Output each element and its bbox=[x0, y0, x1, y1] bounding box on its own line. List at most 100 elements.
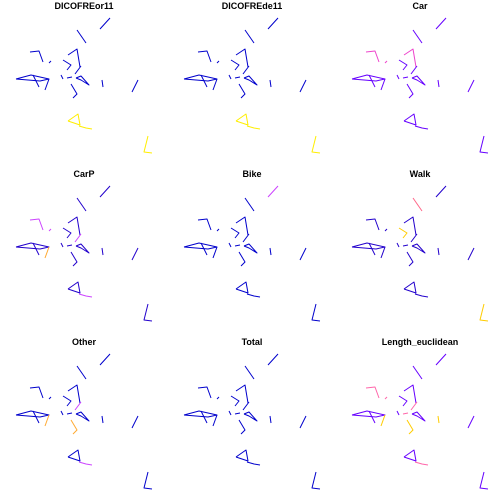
flow-line bbox=[398, 59, 408, 71]
flow-line bbox=[411, 75, 426, 86]
flow-line bbox=[244, 365, 255, 380]
flow-line bbox=[365, 50, 380, 63]
flow-line bbox=[143, 303, 153, 322]
flow-line bbox=[101, 415, 104, 424]
panel-dicofreor11: DICOFREor11 bbox=[15, 1, 153, 154]
flow-line bbox=[412, 197, 423, 212]
panel-length_euclidean: Length_euclidean bbox=[351, 337, 489, 490]
flow-line bbox=[467, 79, 475, 93]
flow-line bbox=[228, 74, 232, 80]
flow-line bbox=[101, 247, 104, 256]
flow-line bbox=[267, 185, 279, 198]
flow-line bbox=[403, 48, 417, 68]
flow-line bbox=[269, 415, 272, 424]
flow-line bbox=[75, 243, 90, 254]
flow-line bbox=[267, 353, 279, 366]
flow-line bbox=[29, 386, 44, 399]
flow-line bbox=[212, 414, 218, 427]
flow-line bbox=[479, 471, 489, 490]
flow-line bbox=[235, 449, 249, 462]
flow-line bbox=[238, 83, 246, 99]
flow-line bbox=[70, 251, 78, 267]
flow-line bbox=[67, 384, 81, 404]
flow-line bbox=[246, 293, 261, 298]
flow-line bbox=[230, 227, 240, 239]
flow-line bbox=[351, 74, 386, 82]
flow-line bbox=[216, 396, 220, 400]
flow-line bbox=[238, 419, 246, 435]
flow-line bbox=[269, 247, 272, 256]
flow-line bbox=[48, 228, 52, 232]
flow-line bbox=[76, 29, 87, 44]
flow-line bbox=[368, 242, 376, 256]
flow-line bbox=[78, 293, 93, 298]
flow-line bbox=[414, 461, 429, 466]
flow-line bbox=[368, 74, 376, 88]
flow-line bbox=[235, 384, 249, 404]
flow-line bbox=[99, 353, 111, 366]
flow-line bbox=[234, 244, 241, 247]
flow-line bbox=[230, 395, 240, 407]
flow-line bbox=[74, 233, 82, 243]
flow-line bbox=[131, 247, 139, 261]
flow-line bbox=[60, 74, 64, 80]
flow-line bbox=[380, 78, 386, 91]
flow-line bbox=[365, 218, 380, 231]
flow-line bbox=[200, 242, 208, 256]
panel-dicofrede11: DICOFREde11 bbox=[183, 1, 321, 154]
flow-line bbox=[197, 218, 212, 231]
flow-line bbox=[396, 410, 400, 416]
flow-line bbox=[396, 74, 400, 80]
panel-carp: CarP bbox=[15, 169, 153, 322]
flow-line bbox=[183, 74, 218, 82]
panel-total: Total bbox=[183, 337, 321, 490]
panel-title: Total bbox=[242, 337, 263, 347]
flow-line bbox=[67, 113, 81, 126]
flow-line bbox=[234, 76, 241, 79]
panel-title: Other bbox=[72, 337, 97, 347]
flow-line bbox=[62, 395, 72, 407]
flow-line bbox=[234, 412, 241, 415]
flow-line bbox=[402, 244, 409, 247]
flow-line bbox=[29, 218, 44, 231]
flow-line bbox=[243, 243, 258, 254]
flow-line bbox=[183, 242, 218, 250]
flow-line bbox=[368, 410, 376, 424]
flow-line bbox=[66, 244, 73, 247]
flow-line bbox=[216, 60, 220, 64]
flow-line bbox=[267, 17, 279, 30]
flow-line bbox=[246, 125, 261, 130]
flow-line bbox=[235, 281, 249, 294]
flow-line bbox=[384, 60, 388, 64]
flow-line bbox=[311, 303, 321, 322]
flow-line bbox=[32, 74, 40, 88]
flow-line bbox=[311, 471, 321, 490]
flow-line bbox=[299, 247, 307, 261]
flow-line bbox=[200, 410, 208, 424]
panel-title: Bike bbox=[242, 169, 261, 179]
flow-line bbox=[212, 78, 218, 91]
panel-other: Other bbox=[15, 337, 153, 490]
flow-line bbox=[435, 185, 447, 198]
flow-line bbox=[44, 246, 50, 259]
flow-line bbox=[435, 353, 447, 366]
flow-line bbox=[299, 415, 307, 429]
flow-line bbox=[380, 414, 386, 427]
flow-line bbox=[212, 246, 218, 259]
flow-line bbox=[131, 79, 139, 93]
flow-line bbox=[403, 281, 417, 294]
flow-line bbox=[99, 17, 111, 30]
flow-line bbox=[235, 216, 249, 236]
flow-line bbox=[67, 48, 81, 68]
flow-line bbox=[197, 50, 212, 63]
flow-line bbox=[396, 242, 400, 248]
flow-line bbox=[246, 461, 261, 466]
flow-line bbox=[76, 197, 87, 212]
panel-walk: Walk bbox=[351, 169, 489, 322]
flow-line bbox=[299, 79, 307, 93]
flow-line bbox=[406, 83, 414, 99]
flow-line bbox=[32, 410, 40, 424]
panel-title: Car bbox=[412, 1, 428, 11]
flow-line bbox=[403, 216, 417, 236]
flow-line bbox=[29, 50, 44, 63]
